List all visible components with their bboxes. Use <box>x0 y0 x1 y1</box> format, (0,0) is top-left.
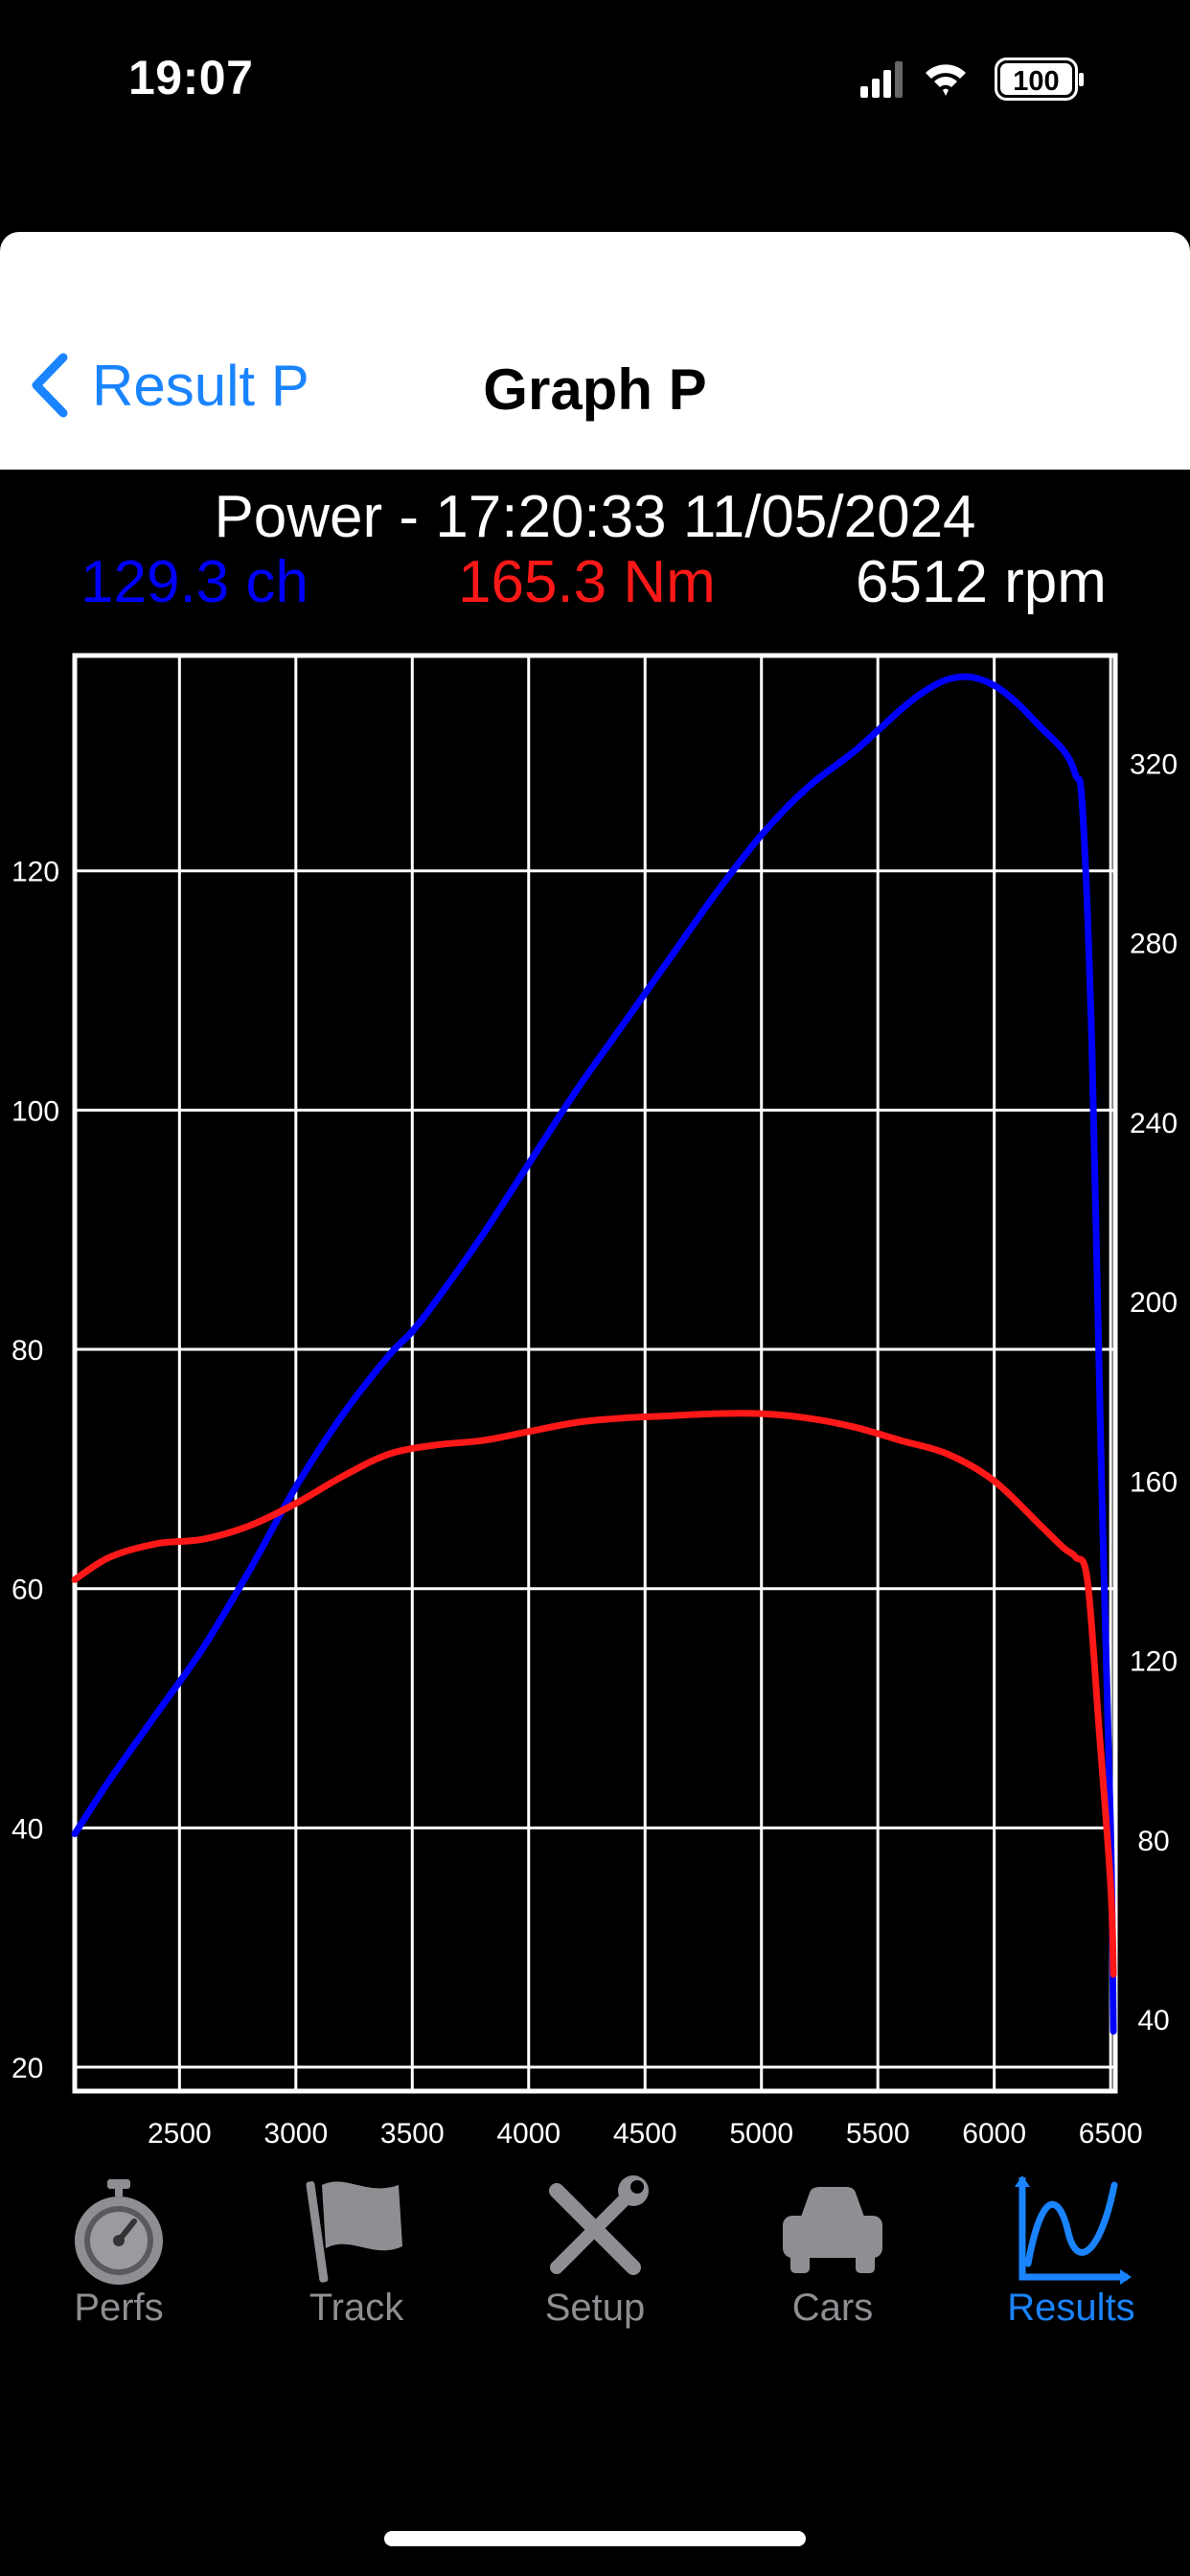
back-button-label: Result P <box>92 353 309 418</box>
y-tick-label-right: 80 <box>1137 1826 1169 1857</box>
y-tick-label-left: 60 <box>11 1575 43 1606</box>
tab-label: Perfs <box>74 2287 164 2329</box>
tab-perfs[interactable]: Perfs <box>0 2156 238 2348</box>
graph-icon <box>1015 2175 1132 2285</box>
x-tick-label: 6000 <box>962 2118 1026 2150</box>
tab-track[interactable]: Track <box>238 2156 475 2348</box>
y-tick-label-right: 120 <box>1130 1646 1178 1678</box>
y-tick-label-left: 20 <box>11 2053 43 2084</box>
y-tick-label-right: 40 <box>1137 2005 1169 2036</box>
wifi-icon <box>926 64 966 96</box>
y-tick-label-left: 80 <box>11 1335 43 1367</box>
x-tick-label: 3000 <box>263 2118 328 2150</box>
page-title: Graph P <box>483 357 707 422</box>
tab-results[interactable]: Results <box>952 2156 1190 2348</box>
power-curve <box>71 673 1117 2036</box>
y-tick-label-right: 240 <box>1130 1108 1178 1139</box>
x-tick-label: 5500 <box>846 2118 910 2150</box>
run-title: Power - 17:20:33 11/05/2024 <box>214 484 976 550</box>
y-tick-label-right: 280 <box>1130 929 1178 960</box>
tab-label: Cars <box>791 2287 874 2329</box>
torque-readout: 165.3 Nm <box>458 549 716 615</box>
plot-frame <box>72 653 1118 2094</box>
cellular-signal-icon <box>860 61 903 98</box>
status-time: 19:07 <box>128 51 254 104</box>
power-torque-chart[interactable]: 2500 3000 3500 4000 4500 5000 5500 6000 6500 20 40… <box>0 632 1190 2156</box>
tools-icon <box>549 2175 649 2275</box>
tab-bar: Perfs Track Setup <box>0 2156 1190 2348</box>
status-icons: 100 <box>860 56 1110 104</box>
stopwatch-icon <box>75 2179 163 2285</box>
battery-level: 100 <box>1013 66 1059 97</box>
rpm-readout: 6512 rpm <box>856 549 1107 615</box>
x-tick-label: 4000 <box>496 2118 561 2150</box>
status-bar: 19:07 100 <box>0 0 1190 163</box>
x-tick-label: 5000 <box>729 2118 793 2150</box>
power-readout: 129.3 ch <box>80 549 309 615</box>
x-tick-label: 2500 <box>148 2118 212 2150</box>
tab-label: Track <box>309 2287 404 2329</box>
flag-icon <box>306 2181 402 2283</box>
y-tick-label-right: 160 <box>1130 1466 1178 1498</box>
navigation-bar: Result P Graph P <box>0 232 1190 470</box>
tab-cars[interactable]: Cars <box>714 2156 951 2348</box>
chart-header: Power - 17:20:33 11/05/2024 129.3 ch 165… <box>0 479 1190 623</box>
y-tick-label-right: 200 <box>1130 1287 1178 1319</box>
tab-label: Results <box>1007 2287 1135 2329</box>
tab-setup[interactable]: Setup <box>476 2156 714 2348</box>
battery-icon: 100 <box>995 58 1084 101</box>
x-tick-label: 4500 <box>613 2118 677 2150</box>
tab-label: Setup <box>544 2287 646 2329</box>
y-tick-label-right: 320 <box>1130 748 1178 780</box>
y-tick-label-left: 100 <box>11 1095 59 1127</box>
x-tick-label: 6500 <box>1079 2118 1143 2150</box>
back-button[interactable]: Result P <box>29 347 309 424</box>
y-tick-label-left: 40 <box>11 1813 43 1845</box>
car-icon <box>783 2187 882 2273</box>
torque-curve <box>71 1410 1117 1978</box>
chevron-left-icon <box>32 353 68 418</box>
home-indicator <box>384 2531 806 2546</box>
y-tick-label-left: 120 <box>11 857 59 888</box>
x-tick-label: 3500 <box>380 2118 445 2150</box>
